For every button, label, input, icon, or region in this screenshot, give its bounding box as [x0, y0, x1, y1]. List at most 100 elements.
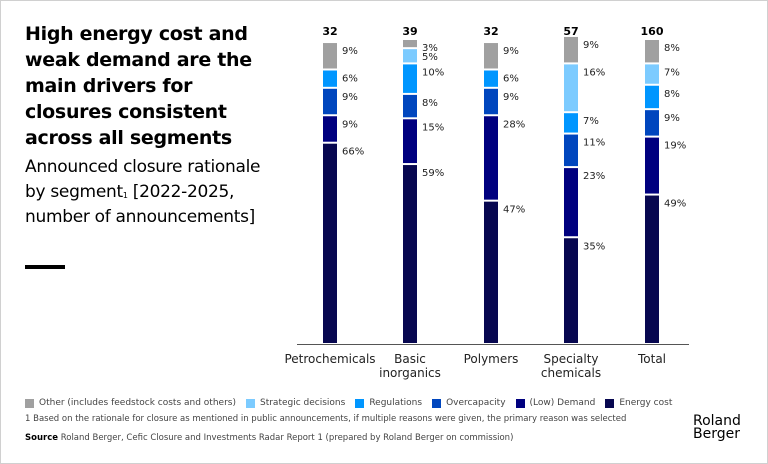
logo-line2: Berger — [693, 426, 740, 442]
legend-swatch — [432, 398, 442, 408]
data-label: 8% — [664, 43, 680, 54]
title-rule — [25, 265, 65, 269]
data-label: 9% — [503, 46, 519, 57]
slide-title: High energy cost and weak demand are the… — [25, 23, 252, 149]
data-label: 23% — [583, 171, 605, 182]
total-label: 39 — [402, 25, 417, 38]
bar-segment — [323, 70, 337, 87]
category-label: Polymers — [464, 352, 519, 366]
data-label: 9% — [342, 46, 358, 57]
bar-segment — [484, 70, 498, 87]
legend-swatch — [605, 398, 615, 408]
bar-segment — [564, 64, 578, 112]
legend-item: Other (includes feedstock costs and othe… — [25, 398, 236, 408]
data-label: 66% — [342, 147, 364, 158]
data-label: 6% — [503, 74, 519, 85]
data-label: 9% — [342, 119, 358, 130]
bar-segment — [484, 116, 498, 200]
data-label: 9% — [503, 92, 519, 103]
legend-label: Strategic decisions — [259, 398, 346, 408]
legend-swatch — [245, 398, 255, 408]
bar-segment — [484, 88, 498, 115]
data-label: 8% — [664, 89, 680, 100]
category-label: Total — [637, 352, 666, 366]
data-label: 11% — [583, 138, 605, 149]
data-label: 59% — [422, 168, 444, 179]
legend-item: (Low) Demand — [515, 398, 596, 408]
data-label: 16% — [583, 67, 605, 78]
data-label: 9% — [342, 92, 358, 103]
bar-segment — [484, 201, 498, 343]
legend-item: Energy cost — [605, 398, 672, 408]
bar-segment — [403, 49, 417, 63]
bar-segment — [564, 134, 578, 167]
subtitle-line2: [2022-2025, number of announcements] — [25, 182, 256, 227]
data-label: 6% — [342, 74, 358, 85]
bar-segment — [403, 119, 417, 164]
data-label: 5% — [422, 52, 438, 63]
bar-segment — [323, 116, 337, 142]
legend-swatch — [25, 398, 34, 408]
bar-segment — [403, 40, 417, 48]
bar-segment — [403, 94, 417, 118]
data-label: 10% — [422, 67, 444, 78]
total-label: 57 — [563, 25, 578, 38]
roland-berger-logo: Roland Berger — [693, 413, 741, 442]
bar-segment — [564, 113, 578, 133]
category-label: inorganics — [379, 366, 441, 380]
bar-segment — [645, 64, 659, 84]
data-label: 8% — [422, 98, 438, 109]
data-label: 9% — [664, 113, 680, 124]
source-note: Source Roland Berger, Cefic Closure and … — [25, 433, 513, 443]
data-label: 28% — [503, 119, 525, 130]
bar-segment — [403, 165, 417, 343]
legend-item: Regulations — [355, 398, 422, 408]
category-label: Specialty — [543, 352, 598, 366]
subtitle-text: Announced closure rationale by segment — [25, 157, 261, 202]
logo-line1: Roland — [693, 413, 741, 429]
total-label: 160 — [641, 25, 664, 38]
data-label: 49% — [664, 199, 686, 210]
legend-item: Strategic decisions — [245, 398, 346, 408]
footnote-ref: 1 — [122, 191, 128, 200]
legend-label: Other (includes feedstock costs and othe… — [39, 398, 236, 408]
data-label: 47% — [503, 205, 525, 216]
source-label: Source — [25, 433, 59, 443]
legend-label: Overcapacity — [446, 398, 506, 408]
stacked-bar-chart: 66% 9% 9% 6% 9% 32 Petrochemicals 59% 15% 8% 10% 5%… — [284, 25, 689, 380]
data-label: 9% — [583, 40, 599, 51]
source-text: Roland Berger, Cefic Closure and Investm… — [60, 433, 514, 443]
category-label: Petrochemicals — [284, 352, 375, 366]
bar-segment — [645, 85, 659, 109]
footnote: 1 Based on the rationale for closure as … — [25, 414, 627, 424]
legend-item: Overcapacity — [432, 398, 506, 408]
legend-label: Energy cost — [619, 398, 673, 408]
bar-segment — [564, 168, 578, 237]
bar-segment — [645, 110, 659, 136]
legend-swatch — [515, 398, 525, 408]
legend-label: Regulations — [369, 398, 423, 408]
data-label: 35% — [583, 241, 605, 252]
bar-segment — [323, 143, 337, 343]
data-label: 7% — [583, 116, 599, 127]
bar-segment — [645, 195, 659, 343]
bar-segment — [564, 36, 578, 63]
bar-segment — [323, 43, 337, 69]
category-label: chemicals — [541, 366, 601, 380]
chart-subtitle: Announced closure rationale by segment1 … — [25, 155, 275, 230]
bar-segment — [564, 238, 578, 343]
data-label: 7% — [664, 67, 680, 78]
total-label: 32 — [483, 25, 498, 38]
bar-segment — [484, 43, 498, 69]
legend-swatch — [355, 398, 365, 408]
data-label: 19% — [664, 141, 686, 152]
data-label: 15% — [422, 122, 444, 133]
bar-segment — [645, 137, 659, 194]
bar-segment — [645, 40, 659, 63]
legend-label: (Low) Demand — [529, 398, 596, 408]
category-label: Basic — [394, 352, 426, 366]
bar-segment — [323, 88, 337, 115]
data-label: 3% — [422, 43, 438, 54]
total-label: 32 — [322, 25, 337, 38]
